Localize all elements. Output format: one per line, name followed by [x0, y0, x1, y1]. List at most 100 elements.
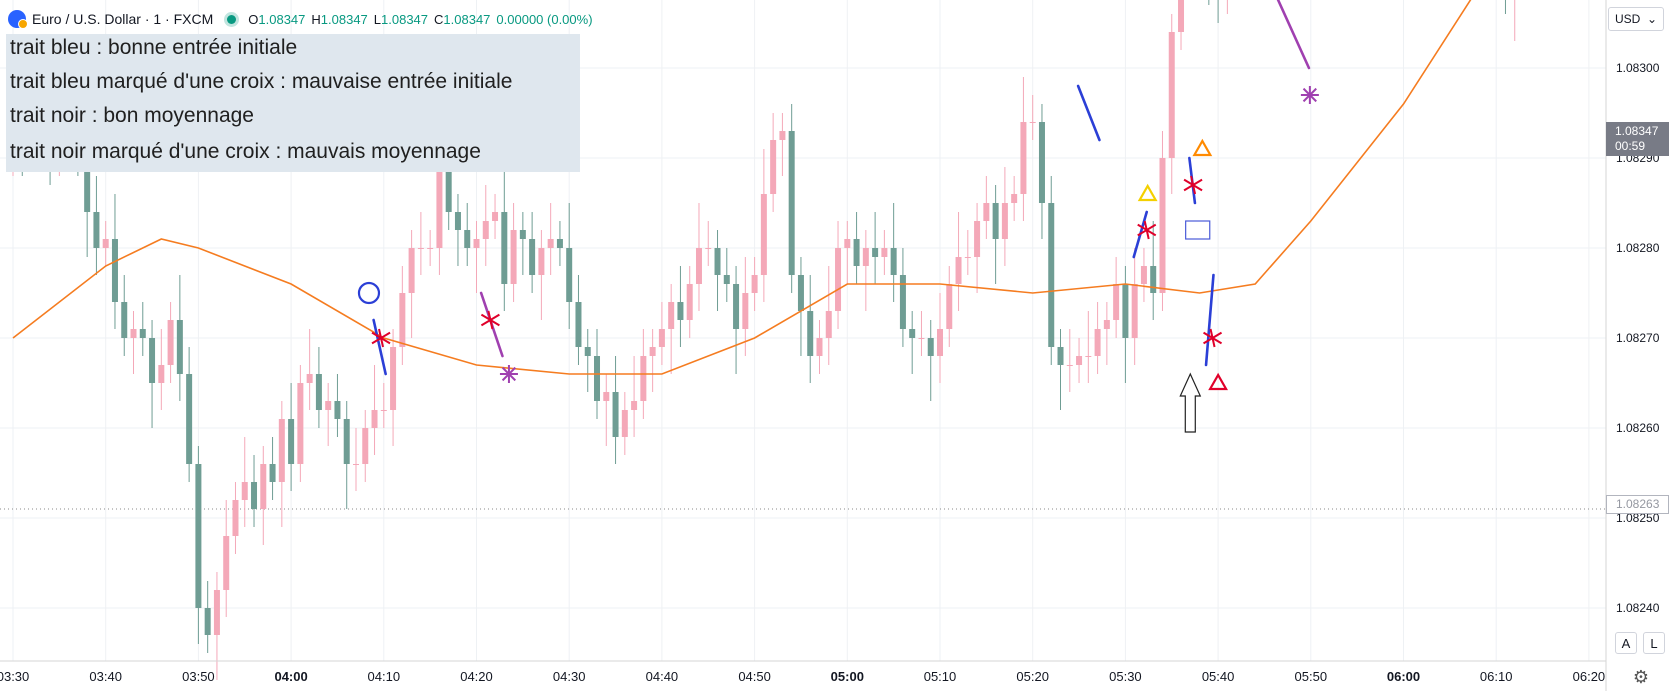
stroke-blue: [1204, 273, 1215, 367]
candle-body: [575, 302, 582, 347]
candle-body: [1001, 203, 1008, 239]
candle-body: [1168, 32, 1175, 158]
time-tick-label: 03:30: [0, 669, 29, 684]
candle-body: [325, 401, 332, 410]
price-change: 0.00000 (0.00%): [496, 11, 593, 27]
candle-body: [612, 392, 619, 437]
candle-body: [1150, 266, 1157, 293]
candle-body: [631, 401, 638, 410]
candle-body: [149, 338, 156, 383]
time-tick-label: 05:00: [831, 669, 864, 684]
ohlc-open: O1.08347: [248, 11, 306, 27]
candle-body: [121, 302, 128, 338]
candle-body: [853, 239, 860, 266]
candle-body: [492, 212, 499, 221]
candle-body: [315, 374, 322, 410]
ohlc-low: L1.08347: [373, 11, 429, 27]
time-tick-label: 04:40: [646, 669, 679, 684]
candle-body: [751, 275, 758, 293]
chart-header: Euro / U.S. Dollar · 1 · FXCM O1.08347 H…: [8, 8, 593, 30]
candle-body: [251, 482, 258, 509]
candle-body: [213, 590, 220, 635]
candle-body: [139, 329, 146, 338]
cross-red: [480, 310, 500, 330]
currency-pair-icon: [8, 10, 28, 29]
currency-select[interactable]: USD ⌄: [1608, 7, 1664, 31]
price-tick-label: 1.08270: [1616, 331, 1660, 345]
candle-body: [862, 248, 869, 266]
candle-body: [1178, 0, 1185, 32]
time-tick-label: 06:10: [1480, 669, 1513, 684]
triangle-orange: [1192, 138, 1213, 157]
candle-body: [1011, 194, 1018, 203]
cross-red: [1183, 175, 1203, 195]
candle-body: [779, 131, 786, 140]
price-axis-background: [1606, 0, 1675, 691]
candle-body: [501, 212, 508, 284]
time-axis[interactable]: 03:30 03:40 03:50 04:00 04:10 04:20 04:30 04:40…: [0, 669, 1605, 684]
asterisk-purple: [499, 365, 518, 383]
auto-scale-button[interactable]: A: [1615, 632, 1637, 654]
price-axis[interactable]: 1.082401.082501.082601.082701.082801.082…: [1616, 0, 1660, 615]
candle-body: [1113, 284, 1120, 320]
candle-body: [408, 248, 415, 293]
candle-body: [964, 257, 971, 258]
candle-body: [955, 257, 962, 284]
candle-body: [519, 230, 526, 239]
candle-body: [1076, 356, 1083, 365]
candle-body: [176, 320, 183, 374]
candle-body: [983, 203, 990, 221]
time-tick-label: 05:40: [1202, 669, 1235, 684]
candle-body: [454, 212, 461, 230]
log-scale-button[interactable]: L: [1643, 632, 1665, 654]
stroke-blue: [1076, 84, 1101, 142]
candle-body: [278, 419, 285, 482]
price-tick-label: 1.08300: [1616, 61, 1660, 75]
last-price-value: 1.08347: [1615, 124, 1659, 138]
candle-body: [797, 275, 804, 311]
stroke-purple: [1276, 0, 1311, 70]
cross-stroke: [1190, 175, 1197, 195]
candle-body: [436, 167, 443, 248]
candle-body: [788, 131, 795, 275]
gear-icon[interactable]: ⚙: [1632, 666, 1650, 687]
candle-body: [547, 239, 554, 248]
candle-body: [352, 464, 359, 465]
time-tick-label: 05:50: [1295, 669, 1328, 684]
cross-stroke: [487, 310, 494, 330]
candle-body: [974, 221, 981, 257]
chevron-down-icon: ⌄: [1646, 12, 1657, 26]
candle-body: [927, 338, 934, 356]
last-price-tag: 1.08347 00:59: [1606, 122, 1669, 156]
candle-body: [93, 212, 100, 248]
candle-body: [380, 410, 387, 411]
currency-label: USD: [1615, 12, 1641, 26]
price-tick-label: 1.08240: [1616, 601, 1660, 615]
time-tick-label: 06:00: [1387, 669, 1420, 684]
candle-body: [334, 401, 341, 419]
symbol-title[interactable]: Euro / U.S. Dollar · 1 · FXCM: [32, 11, 214, 27]
time-tick-label: 05:20: [1016, 669, 1049, 684]
candle-body: [621, 410, 628, 437]
candle-body: [1085, 356, 1092, 357]
cross-red: [1203, 328, 1223, 348]
rect-blue: [1185, 220, 1211, 240]
candle-body: [417, 248, 424, 249]
candle-body: [807, 311, 814, 356]
candle-body: [1159, 158, 1166, 293]
triangle-yellow: [1137, 183, 1158, 202]
candle-body: [1131, 284, 1138, 338]
cross-stroke: [1143, 220, 1150, 240]
bar-countdown: 00:59: [1615, 139, 1646, 153]
candle-body: [640, 356, 647, 401]
circle-blue: [357, 281, 381, 305]
legend-line-4: trait noir marqué d'une croix : mauvais …: [10, 140, 481, 163]
candle-body: [241, 482, 248, 500]
ohlc-close: C1.08347: [434, 11, 491, 27]
candle-body: [297, 383, 304, 464]
candle-body: [649, 347, 656, 356]
candle-body: [677, 302, 684, 320]
legend-note[interactable]: trait bleu : bonne entrée initiale trait…: [6, 34, 580, 172]
price-tick-label: 1.08250: [1616, 511, 1660, 525]
candle-body: [288, 419, 295, 464]
